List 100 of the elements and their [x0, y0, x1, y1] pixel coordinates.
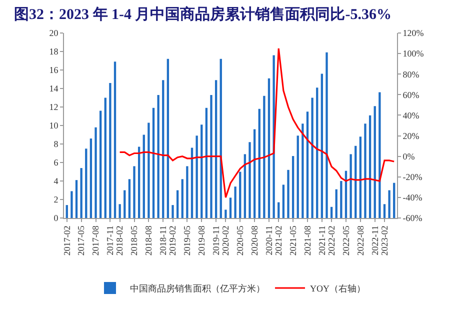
x-tick-label: 2020-02	[220, 226, 231, 256]
bar	[248, 142, 251, 218]
bar	[311, 98, 314, 218]
bar	[388, 190, 390, 218]
y-tick-label: 2	[54, 194, 58, 205]
y2-tick-label: 80%	[402, 69, 420, 80]
bar	[200, 124, 203, 218]
y2-tick-label: -60%	[402, 213, 423, 224]
bar	[70, 191, 73, 218]
bar	[292, 156, 294, 218]
bar	[118, 204, 121, 218]
bar	[374, 106, 376, 218]
y2-tick-label: -40%	[402, 192, 423, 203]
x-tick-label: 2017-05	[76, 225, 86, 256]
bar	[152, 108, 155, 218]
bar	[157, 94, 160, 218]
bar	[359, 136, 362, 218]
bar	[354, 146, 357, 218]
bar	[364, 124, 366, 218]
x-tick-label: 2022-11	[370, 226, 380, 256]
bar	[296, 136, 299, 218]
bar	[258, 108, 260, 218]
bar	[148, 122, 150, 218]
bar	[244, 154, 246, 218]
bar	[75, 180, 78, 218]
bar	[205, 108, 208, 218]
bar	[268, 78, 270, 218]
bar	[224, 210, 227, 218]
chart-title: 图32：2023 年 1-4 月中国商品房累计销售面积同比-5.36%	[13, 5, 392, 25]
bar	[172, 205, 174, 218]
bar	[378, 92, 381, 218]
y-tick-label: 10	[49, 120, 59, 131]
bar	[80, 168, 82, 218]
bar	[181, 179, 184, 218]
bar	[330, 206, 333, 218]
bar	[214, 80, 218, 218]
bar	[142, 134, 145, 218]
bar	[190, 148, 194, 218]
bar	[114, 62, 116, 218]
x-tick-label: 2018-11	[158, 226, 168, 256]
bar	[335, 189, 338, 218]
bar	[196, 136, 198, 218]
x-tick-label: 2019-05	[182, 225, 192, 256]
x-tick-label: 2018-02	[114, 226, 125, 256]
x-tick-label: 2021-05	[288, 225, 298, 256]
x-tick-label: 2018-05	[129, 225, 140, 256]
bar	[234, 186, 236, 218]
bar	[138, 146, 140, 218]
bar	[99, 110, 102, 218]
bar	[104, 98, 106, 218]
y-tick-label: 6	[54, 158, 59, 168]
y-tick-label: 8	[54, 139, 59, 150]
bar	[176, 190, 179, 218]
y2-tick-label: 40%	[402, 110, 420, 120]
y2-tick-label: -20%	[402, 172, 423, 182]
bar	[124, 190, 126, 218]
y-tick-label: 16	[49, 65, 59, 76]
bar	[162, 80, 164, 218]
x-tick-label: 2021-11	[316, 226, 327, 256]
bar	[282, 184, 285, 218]
x-tick-label: 2017-02	[62, 226, 72, 256]
y2-tick-label: 60%	[402, 90, 420, 100]
bar	[128, 179, 131, 218]
bar	[66, 205, 68, 218]
bar	[229, 198, 232, 218]
bar	[253, 129, 256, 218]
bar	[350, 154, 352, 218]
y2-tick-label: 120%	[402, 28, 424, 38]
x-tick-label: 2020-08	[249, 225, 260, 256]
x-tick-label: 2021-08	[302, 225, 312, 256]
y2-tick-label: 20%	[402, 130, 420, 141]
y-tick-label: 20	[49, 28, 59, 38]
bar	[239, 172, 242, 218]
bar	[90, 138, 92, 218]
y-tick-label: 14	[49, 84, 59, 94]
x-tick-label: 2020-05	[235, 225, 246, 256]
x-tick-label: 2018-08	[144, 225, 154, 256]
x-tick-label: 2019-08	[196, 225, 207, 256]
x-tick-label: 2017-08	[90, 225, 101, 256]
legend-label: 中国商品房销售面积（亿平方米）	[130, 284, 265, 294]
y-tick-label: 4	[54, 176, 59, 186]
bar	[109, 82, 112, 218]
bar	[306, 112, 309, 218]
bar	[340, 181, 342, 218]
bar	[316, 88, 318, 218]
bar	[133, 166, 136, 218]
x-tick-label: 2022-05	[340, 225, 351, 256]
bar	[263, 96, 266, 218]
bar	[94, 127, 97, 218]
bar	[186, 166, 188, 218]
y-tick-label: 12	[49, 102, 58, 112]
line-series	[119, 48, 395, 198]
bar	[326, 52, 328, 218]
y-tick-label: 0	[54, 213, 59, 224]
bar	[85, 148, 88, 218]
bar	[320, 74, 324, 218]
bar	[383, 204, 386, 218]
y2-tick-label: 0%	[402, 151, 416, 162]
x-tick-label: 2020-11	[264, 226, 274, 256]
y-tick-label: 18	[49, 46, 59, 57]
